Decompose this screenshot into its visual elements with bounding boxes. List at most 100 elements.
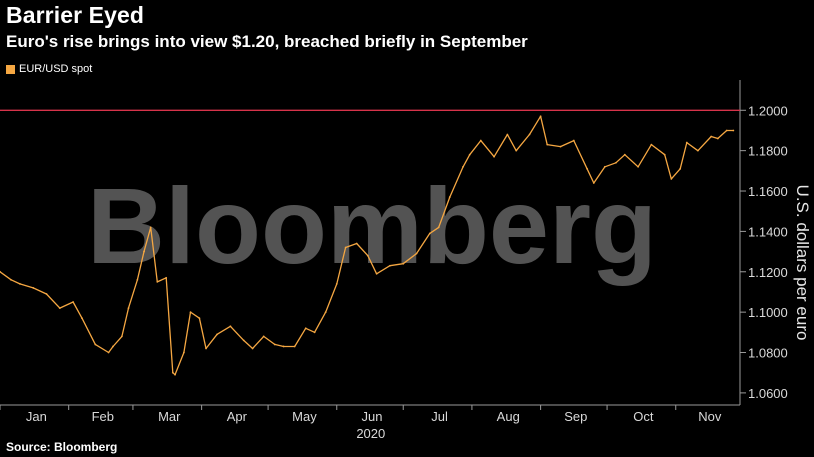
data-point [670, 178, 673, 180]
data-point [586, 167, 589, 170]
data-point [572, 139, 575, 142]
x-tick-labels: Jan Feb Mar Apr May Jun Jul Aug Sep Oct Nov 2020 [26, 409, 722, 441]
data-point [710, 135, 713, 138]
data-point [559, 145, 562, 148]
data-point [415, 252, 418, 255]
data-point [149, 226, 152, 229]
data-point [725, 129, 728, 132]
x-tick-label: Feb [92, 409, 114, 424]
data-point [198, 317, 201, 320]
data-point [72, 301, 75, 303]
y-tick-label: 1.2000 [748, 103, 788, 118]
x-tick-label: Aug [497, 409, 520, 424]
data-point [174, 373, 176, 376]
data-point [528, 133, 531, 136]
data-point [506, 133, 509, 136]
legend-swatch [6, 64, 15, 74]
data-point [697, 149, 699, 152]
x-tick-label: Sep [564, 409, 587, 424]
data-point [32, 287, 35, 289]
data-point [615, 161, 617, 164]
data-point [437, 226, 440, 229]
x-tick-label: Jul [431, 409, 448, 424]
data-point [546, 143, 549, 146]
y-tick-label: 1.1600 [748, 184, 788, 199]
data-point [165, 276, 168, 279]
data-point [355, 242, 358, 245]
data-point [10, 278, 12, 281]
data-point [112, 345, 114, 348]
data-point [603, 165, 606, 168]
data-point [685, 141, 688, 144]
data-point [389, 264, 391, 267]
data-point [468, 153, 471, 156]
data-point [592, 182, 595, 184]
data-point [732, 129, 735, 132]
data-point [94, 343, 97, 346]
data-point [375, 272, 378, 275]
data-point [282, 345, 285, 348]
data-point [107, 351, 110, 354]
x-tick-label: Apr [227, 409, 248, 424]
y-tick-label: 1.1800 [748, 144, 788, 159]
data-point [293, 345, 296, 348]
data-point [229, 325, 232, 328]
data-point [304, 327, 307, 330]
data-point [515, 149, 518, 152]
data-point [313, 331, 316, 334]
data-point [716, 137, 719, 140]
data-point [663, 153, 666, 156]
data-point [242, 339, 245, 342]
data-point [479, 139, 482, 142]
legend: EUR/USD spot [6, 63, 92, 75]
data-point [650, 143, 653, 146]
chart-title: Barrier Eyed [6, 2, 144, 28]
series-group [0, 115, 735, 376]
data-point [251, 347, 254, 350]
y-tick-label: 1.1000 [748, 305, 788, 320]
y-tick-label: 1.1400 [748, 224, 788, 239]
data-point [189, 311, 192, 314]
x-tick-label: Jun [362, 409, 383, 424]
data-point [366, 254, 369, 257]
data-point [324, 311, 327, 314]
data-point [402, 262, 405, 265]
data-point [216, 333, 219, 336]
data-point [262, 335, 265, 338]
chart-subtitle: Euro's rise brings into view $1.20, brea… [6, 32, 528, 51]
data-point [448, 196, 451, 198]
x-tick-label: May [292, 409, 317, 424]
x-tick-label: Oct [633, 409, 654, 424]
data-point [344, 246, 347, 249]
data-point [273, 343, 276, 346]
data-point [428, 232, 431, 235]
data-point [0, 270, 1, 273]
data-point [623, 153, 626, 156]
data-point [19, 282, 21, 285]
y-tick-label: 1.1200 [748, 265, 788, 280]
axes [0, 80, 746, 410]
watermark-text: Bloomberg [87, 165, 657, 286]
data-point [136, 278, 139, 281]
data-point [335, 282, 338, 285]
x-tick-label: Mar [158, 409, 181, 424]
source-note: Source: Bloomberg [6, 440, 118, 454]
y-tick-label: 1.0800 [748, 346, 788, 361]
y-tick-label: 1.0600 [748, 386, 788, 401]
x-tick-label: Nov [698, 409, 722, 424]
data-point [45, 293, 48, 295]
x-year-label: 2020 [356, 426, 385, 441]
data-point [462, 165, 464, 168]
data-point [205, 347, 207, 350]
data-point [120, 335, 123, 338]
data-point [81, 317, 83, 320]
data-point [58, 307, 61, 310]
data-point [493, 155, 495, 158]
data-point [637, 165, 639, 168]
data-point [143, 250, 145, 253]
legend-label: EUR/USD spot [19, 63, 93, 75]
x-tick-label: Jan [26, 409, 47, 424]
data-point [679, 167, 682, 170]
y-axis-title: U.S. dollars per euro [793, 185, 812, 341]
